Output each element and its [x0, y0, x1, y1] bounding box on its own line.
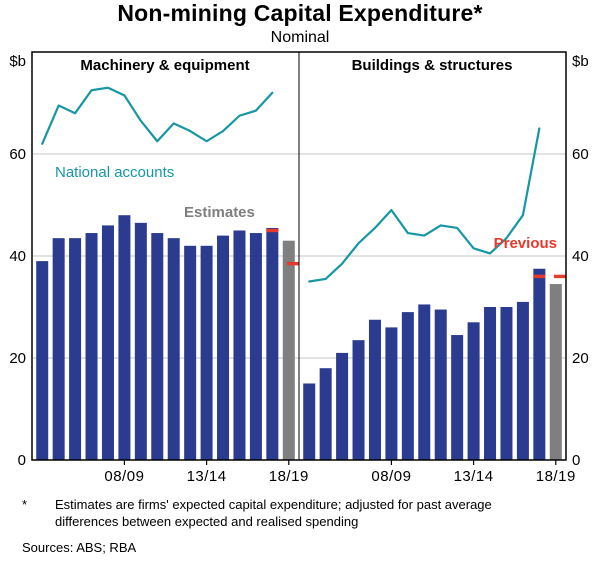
bar-04/05: [319, 368, 332, 460]
bar-05/06: [69, 238, 82, 460]
bar-06/07: [85, 233, 98, 460]
bar-12/13: [184, 245, 197, 460]
x-axis-label-08/09: 08/09: [371, 468, 411, 485]
label-previous: Previous: [493, 235, 557, 252]
y-axis-label-left-0: 0: [18, 452, 26, 469]
y-axis-unit-left: $b: [9, 53, 26, 70]
y-axis-label-left-40: 40: [9, 248, 26, 265]
bar-04/05: [52, 238, 65, 460]
bar-13/14: [467, 322, 480, 460]
panel-title-machinery-equipment: Machinery & equipment: [80, 57, 250, 74]
bar-11/12: [434, 309, 447, 460]
x-axis-label-18/19: 18/19: [269, 468, 309, 485]
y-axis-label-left-20: 20: [9, 350, 26, 367]
estimate-bar-18/19: [549, 284, 562, 460]
x-axis-label-08/09: 08/09: [104, 468, 144, 485]
bar-10/11: [151, 233, 164, 460]
bar-09/10: [401, 312, 414, 460]
previous-estimate-dash-17/18: [266, 228, 279, 233]
footnote: * Estimates are firms' expected capital …: [22, 496, 542, 530]
chart-title: Non-mining Capital Expenditure*: [117, 0, 483, 26]
bar-12/13: [451, 335, 464, 460]
y-axis-label-right-40: 40: [572, 248, 589, 265]
bar-15/16: [233, 230, 246, 460]
bar-08/09: [385, 327, 398, 460]
bar-15/16: [500, 307, 513, 460]
national-accounts-line-panel-0: [41, 86, 274, 145]
x-axis-label-18/19: 18/19: [536, 468, 576, 485]
bar-07/08: [101, 225, 114, 460]
y-axis-label-right-20: 20: [572, 350, 589, 367]
bar-16/17: [249, 233, 262, 460]
bar-05/06: [336, 352, 349, 460]
previous-estimate-dash-17/18: [533, 274, 546, 279]
bar-10/11: [418, 304, 431, 460]
footnote-text: Estimates are firms' expected capital ex…: [55, 497, 492, 529]
bar-16/17: [516, 301, 529, 460]
y-axis-unit-right: $b: [572, 53, 589, 70]
bar-17/18: [266, 227, 279, 460]
estimate-bar-18/19: [282, 240, 295, 460]
bar-08/09: [118, 215, 131, 460]
bar-09/10: [134, 222, 147, 460]
label-national-accounts: National accounts: [55, 164, 175, 181]
chart-subtitle: Nominal: [270, 29, 330, 46]
previous-estimate-dash-18/19: [286, 261, 299, 266]
sources-line: Sources: ABS; RBA: [22, 540, 137, 555]
bar-17/18: [533, 268, 546, 460]
bar-03/04: [36, 261, 49, 460]
x-axis-label-13/14: 13/14: [187, 468, 227, 485]
y-axis-label-right-60: 60: [572, 146, 589, 163]
bar-06/07: [352, 340, 365, 460]
bar-13/14: [200, 245, 213, 460]
bar-03/04: [303, 383, 316, 460]
bar-14/15: [217, 235, 230, 460]
national-accounts-line-panel-1: [308, 127, 541, 283]
y-axis-label-left-60: 60: [9, 146, 26, 163]
bar-07/08: [368, 319, 381, 460]
footnote-marker: *: [22, 497, 28, 512]
bar-14/15: [484, 307, 497, 460]
y-axis-label-right-0: 0: [572, 452, 580, 469]
panel-title-buildings-structures: Buildings & structures: [351, 57, 513, 74]
previous-estimate-dash-18/19: [553, 274, 566, 279]
x-axis-label-13/14: 13/14: [454, 468, 494, 485]
chart-frame: [31, 51, 567, 461]
bar-11/12: [167, 238, 180, 460]
label-estimates: Estimates: [184, 204, 255, 221]
